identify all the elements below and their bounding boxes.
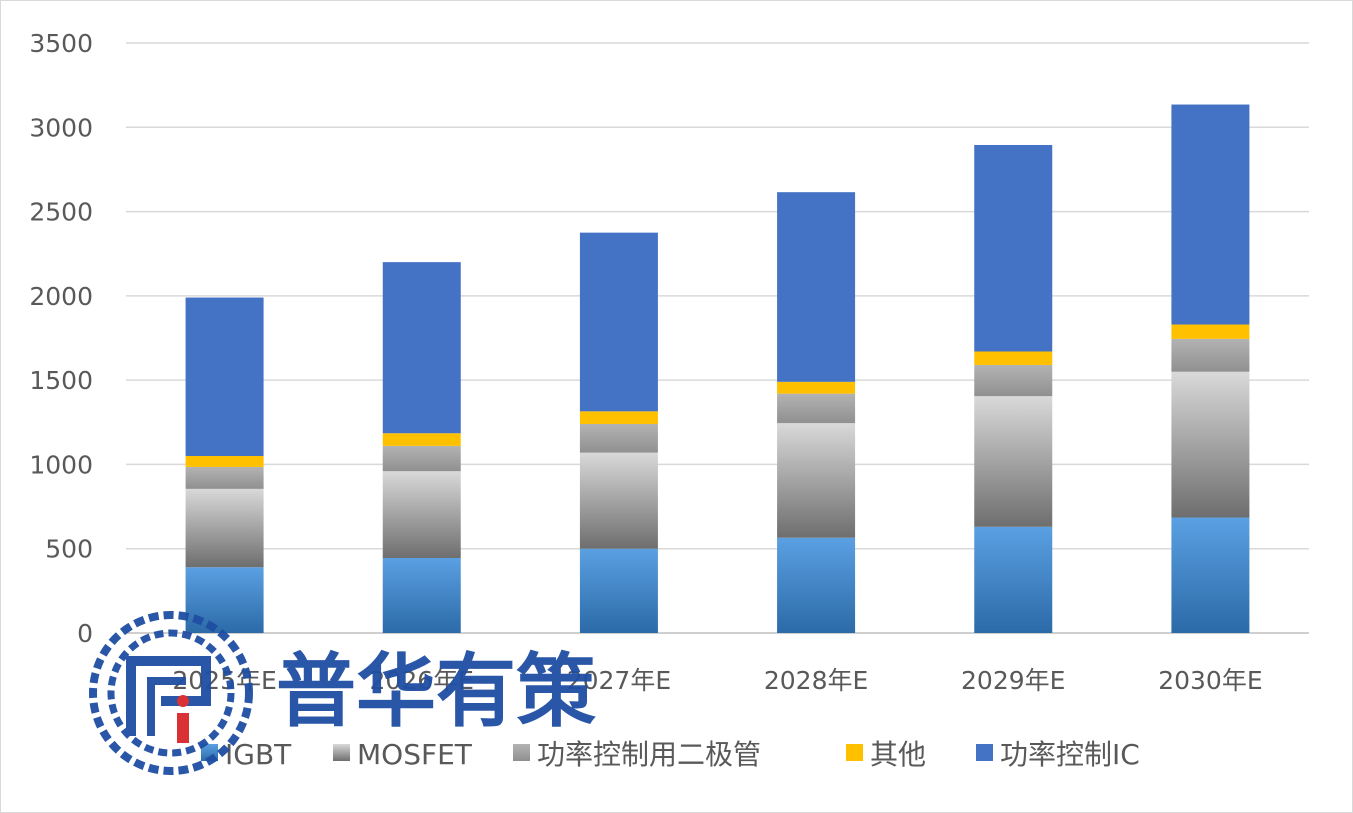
puhua-logo-icon xyxy=(89,611,253,775)
legend-label: 其他 xyxy=(870,738,926,771)
y-tick-label: 1000 xyxy=(29,450,93,479)
legend-item: MOSFET xyxy=(333,738,473,771)
legend-item: IGBT xyxy=(201,738,292,771)
legend-label: 功率控制用二极管 xyxy=(537,738,761,771)
bar-segment-功率控制IC xyxy=(185,297,264,456)
y-tick-label: 3000 xyxy=(29,113,93,142)
bar-segment-IGBT xyxy=(382,557,461,633)
legend-item: 功率控制用二极管 xyxy=(513,738,761,771)
legend-swatch xyxy=(333,744,350,761)
bar-segment-其他 xyxy=(1171,324,1250,339)
bar-segment-功率控制IC xyxy=(974,144,1053,352)
legend-label: IGBT xyxy=(225,738,292,771)
y-tick-label: 0 xyxy=(77,619,93,648)
legend-label: MOSFET xyxy=(357,738,473,771)
bar-stack xyxy=(1171,104,1250,633)
legend-label: 功率控制IC xyxy=(1000,738,1140,771)
gridlines xyxy=(126,42,1309,634)
watermark-text: 普华有策 xyxy=(276,645,596,738)
bar-stack xyxy=(382,262,461,633)
bar-stacks xyxy=(185,104,1250,633)
bar-segment-其他 xyxy=(579,411,658,424)
legend-swatch xyxy=(513,744,530,761)
bar-segment-功率控制用二极管 xyxy=(777,393,856,424)
legend-item: 其他 xyxy=(846,738,926,771)
y-tick-label: 2000 xyxy=(29,282,93,311)
y-tick-label: 3500 xyxy=(29,29,93,58)
legend-item: 功率控制IC xyxy=(976,738,1140,771)
bar-segment-IGBT xyxy=(579,548,658,633)
bar-segment-功率控制IC xyxy=(1171,104,1250,325)
x-tick-label: 2026年E xyxy=(370,666,474,695)
x-tick-label: 2027年E xyxy=(567,666,671,695)
x-axis: 2025年E 2026年E 2027年E 2028年E 2029年E 2030年E xyxy=(172,666,1262,695)
bar-stack xyxy=(974,144,1053,633)
bar-segment-MOSFET xyxy=(974,396,1053,527)
bar-segment-功率控制用二极管 xyxy=(1171,338,1250,372)
bar-segment-功率控制IC xyxy=(579,232,658,412)
bar-segment-其他 xyxy=(974,351,1053,365)
bar-segment-其他 xyxy=(777,381,856,394)
bar-segment-MOSFET xyxy=(777,423,856,538)
bar-segment-MOSFET xyxy=(579,452,658,549)
y-tick-label: 1500 xyxy=(29,366,93,395)
bar-segment-IGBT xyxy=(777,537,856,633)
x-tick-label: 2030年E xyxy=(1158,666,1262,695)
bar-segment-功率控制用二极管 xyxy=(974,364,1053,397)
x-tick-label: 2028年E xyxy=(764,666,868,695)
bar-stack xyxy=(579,232,658,633)
y-tick-label: 2500 xyxy=(29,198,93,227)
y-tick-label: 500 xyxy=(45,535,93,564)
bar-segment-MOSFET xyxy=(382,471,461,558)
bar-segment-MOSFET xyxy=(185,488,264,568)
legend: IGBT MOSFET 功率控制用二极管 其他 功率控制IC xyxy=(201,738,1140,771)
bar-stack xyxy=(777,192,856,633)
legend-swatch xyxy=(846,744,863,761)
bar-stack xyxy=(185,297,264,633)
bar-segment-IGBT xyxy=(1171,517,1250,633)
bar-segment-IGBT xyxy=(974,526,1053,633)
y-axis: 0 500 1000 1500 2000 2500 3000 3500 xyxy=(29,29,93,648)
watermark: 普华有策 xyxy=(89,611,596,775)
bar-segment-MOSFET xyxy=(1171,371,1250,518)
bar-segment-功率控制用二极管 xyxy=(382,445,461,472)
bar-segment-功率控制用二极管 xyxy=(579,423,658,453)
bar-segment-功率控制IC xyxy=(382,262,461,434)
legend-swatch xyxy=(976,744,993,761)
bar-segment-功率控制用二极管 xyxy=(185,466,264,489)
bar-segment-其他 xyxy=(185,456,264,467)
bar-segment-其他 xyxy=(382,433,461,446)
bar-segment-功率控制IC xyxy=(777,192,856,382)
x-tick-label: 2029年E xyxy=(961,666,1065,695)
